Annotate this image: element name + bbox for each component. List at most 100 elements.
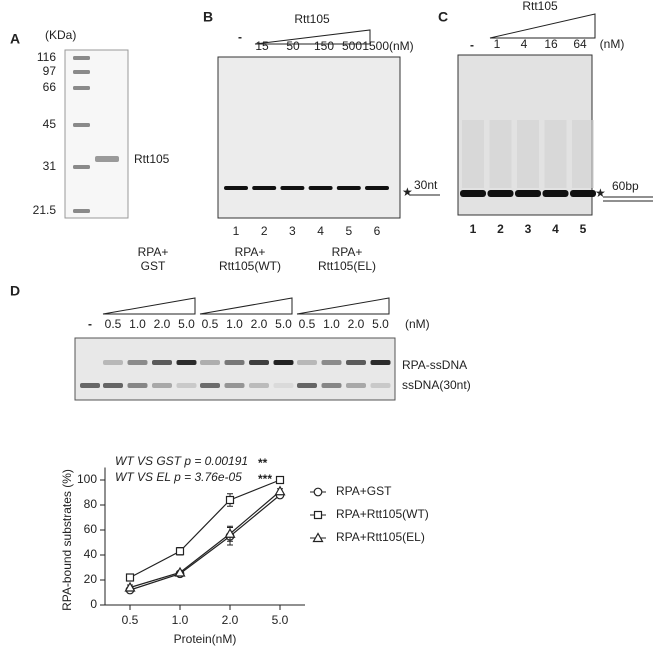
conc-label: 4 (521, 37, 528, 51)
ladder-band (73, 70, 90, 74)
legend-marker (313, 487, 323, 497)
band (321, 383, 342, 388)
lane-label: 3 (525, 222, 532, 236)
band (542, 190, 569, 197)
band (176, 383, 197, 388)
band (127, 360, 148, 365)
control: - (238, 30, 242, 44)
legend-label: RPA+Rtt105(WT) (336, 507, 429, 521)
substrate: 30nt (414, 178, 438, 192)
point (275, 475, 285, 485)
smear (544, 120, 567, 188)
smear (572, 120, 594, 188)
conc-label: 64 (573, 37, 587, 51)
annotation-stars: *** (258, 472, 272, 486)
conc-label: 1500(nM) (362, 39, 413, 53)
smear (517, 120, 539, 188)
marker-label: 31 (43, 159, 57, 173)
conc-label: 5.0 (372, 317, 389, 331)
band (224, 383, 245, 388)
panel-label: B (203, 9, 213, 25)
panel-label: A (10, 31, 20, 47)
lane-label: 1 (233, 224, 240, 238)
smear (489, 120, 512, 188)
band (103, 360, 123, 365)
band (346, 360, 366, 365)
conc-label: 2.0 (251, 317, 268, 331)
gel (217, 56, 401, 219)
ladder-band (73, 86, 90, 90)
band (460, 190, 486, 197)
wedge (102, 297, 196, 315)
lane-label: 4 (552, 222, 559, 236)
band (515, 190, 541, 197)
conc-label: 5.0 (275, 317, 292, 331)
marker-label: 97 (43, 64, 57, 78)
group-label: RPA+ (138, 245, 169, 259)
star: ★ (402, 185, 413, 199)
y-tick-label: 20 (84, 572, 98, 586)
annotation: WT VS GST p = 0.00191 (115, 454, 248, 468)
conc-label: 5.0 (178, 317, 195, 331)
conc-label: 0.5 (105, 317, 122, 331)
band (224, 186, 248, 190)
band (370, 383, 391, 388)
band (103, 383, 123, 388)
band-label: RPA-ssDNA (402, 358, 467, 372)
band (152, 360, 172, 365)
protein: Rtt105 (294, 12, 330, 26)
band (273, 383, 294, 388)
sample-label: Rtt105 (134, 152, 170, 166)
unit: (nM) (405, 317, 430, 331)
gel (74, 337, 396, 401)
point (125, 573, 135, 582)
x-axis-label: Protein(nM) (174, 632, 237, 646)
control: - (88, 317, 92, 331)
marker-label: 45 (43, 117, 57, 131)
band (127, 383, 148, 388)
band (487, 190, 514, 197)
group-label: RPA+ (332, 245, 363, 259)
conc-label: 1.0 (129, 317, 146, 331)
band (570, 190, 596, 197)
conc-label: 50 (286, 39, 300, 53)
protein: Rtt105 (522, 0, 558, 13)
ladder-band (73, 56, 90, 60)
conc-label: 0.5 (299, 317, 316, 331)
lane-label: 2 (497, 222, 504, 236)
y-tick-label: 60 (84, 522, 98, 536)
conc-label: 150 (314, 39, 334, 53)
gel (64, 49, 129, 219)
wedge (199, 297, 293, 315)
band (297, 360, 317, 365)
wedge (489, 13, 596, 39)
legend-label: RPA+GST (336, 484, 392, 498)
band (370, 360, 391, 365)
lane-label: 5 (345, 224, 352, 238)
point (175, 547, 185, 556)
wedge (296, 297, 390, 315)
legend-marker (312, 532, 324, 543)
lane-label: 3 (289, 224, 296, 238)
band (321, 360, 342, 365)
ladder-band (73, 209, 90, 213)
unit: (KDa) (45, 28, 76, 42)
band (80, 383, 100, 388)
marker-label: 66 (43, 80, 57, 94)
ladder-band (73, 165, 90, 169)
band (346, 383, 366, 388)
lane-label: 5 (580, 222, 587, 236)
line (129, 490, 281, 589)
conc-label: 16 (544, 37, 558, 51)
conc-label: 0.5 (202, 317, 219, 331)
x-tick-label: 0.5 (122, 613, 139, 627)
conc-label: 2.0 (154, 317, 171, 331)
band (200, 360, 220, 365)
band (176, 360, 197, 365)
point (224, 528, 236, 538)
band (336, 186, 361, 190)
group-label: GST (141, 259, 166, 273)
legend-marker (313, 510, 323, 520)
point (174, 566, 186, 577)
x-tick-label: 5.0 (272, 613, 289, 627)
